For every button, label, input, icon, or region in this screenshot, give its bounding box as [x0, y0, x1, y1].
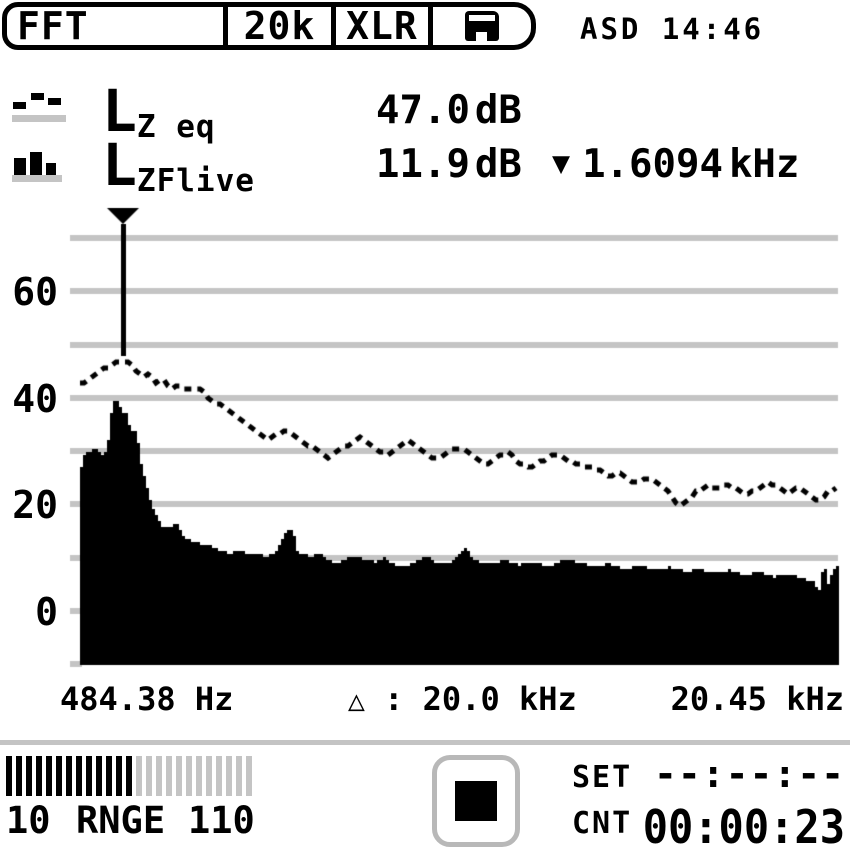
- x-axis-label-start: 484.38 Hz: [60, 680, 234, 718]
- range-meter-segment: [86, 756, 92, 796]
- delta-triangle-icon: △: [348, 684, 365, 717]
- range-meter-segment: [6, 756, 12, 796]
- dashed-line-icon: [12, 92, 68, 124]
- range-meter-segment: [246, 756, 252, 796]
- footer-divider: [0, 740, 850, 745]
- range-meter-segment: [216, 756, 222, 796]
- legend-label-live: LZFlive: [102, 131, 255, 199]
- top-menu-bar: FFT 20k XLR: [2, 2, 536, 50]
- y-axis-tick-40: 40: [12, 377, 58, 421]
- legend-row-live: LZFlive 11.9 dB: [0, 136, 850, 199]
- range-meter-segment: [146, 756, 152, 796]
- range-min-label: 10: [6, 799, 51, 842]
- y-axis-tick-60: 60: [12, 270, 58, 314]
- range-max-label: 110: [188, 799, 255, 842]
- range-meter-segment: [66, 756, 72, 796]
- range-meter-segment: [56, 756, 62, 796]
- cursor-frequency-readout: ▼ 1.6094 kHz: [552, 142, 800, 187]
- stop-icon: [455, 781, 497, 821]
- spectrum-bars-icon: [12, 144, 64, 182]
- count-timer-value: 00:00:23: [642, 800, 845, 850]
- range-meter-segment: [16, 756, 22, 796]
- range-meter-segment: [126, 756, 132, 796]
- range-meter-segment: [116, 756, 122, 796]
- range-meter-segment: [136, 756, 142, 796]
- x-axis-label-end: 20.45 kHz: [670, 680, 844, 718]
- memory-card-icon: [465, 11, 499, 41]
- mode-button[interactable]: FFT: [17, 4, 89, 48]
- range-meter-segment: [106, 756, 112, 796]
- set-timer-value: --:--:--: [653, 752, 845, 796]
- range-meter-segment: [236, 756, 242, 796]
- legend-row-leq: LZ eq 47.0 dB: [0, 82, 850, 145]
- set-timer-label: SET: [572, 760, 633, 795]
- range-meter-segment: [196, 756, 202, 796]
- save-button[interactable]: [428, 7, 531, 45]
- range-meter-segment: [166, 756, 172, 796]
- range-meter-segment: [96, 756, 102, 796]
- x-axis-label-span: △ : 20.0 kHz: [348, 680, 577, 718]
- range-meter-segment: [36, 756, 42, 796]
- range-meter-segment: [186, 756, 192, 796]
- range-meter-segment: [206, 756, 212, 796]
- input-button[interactable]: XLR: [331, 4, 428, 48]
- range-meter-segment: [156, 756, 162, 796]
- legend-label-leq: LZ eq: [102, 77, 216, 145]
- cursor-marker-icon: ▼: [552, 146, 571, 181]
- y-axis-tick-20: 20: [12, 483, 58, 527]
- stop-button[interactable]: [432, 755, 520, 847]
- fft-spectrum-chart: [0, 200, 850, 682]
- status-clock: ASD 14:46: [580, 12, 765, 46]
- range-meter-segment: [76, 756, 82, 796]
- range-meter-segment: [26, 756, 32, 796]
- bandwidth-button[interactable]: 20k: [223, 4, 331, 48]
- range-meter-segment: [46, 756, 52, 796]
- range-meter-segment: [226, 756, 232, 796]
- count-timer-label: CNT: [572, 806, 633, 841]
- range-meter-segment: [176, 756, 182, 796]
- legend-value-leq: 47.0 dB: [376, 88, 522, 133]
- legend-value-live: 11.9 dB: [376, 142, 522, 187]
- range-level-meter: [6, 756, 256, 796]
- y-axis-tick-0: 0: [35, 590, 58, 634]
- range-label: RNGE: [76, 799, 166, 842]
